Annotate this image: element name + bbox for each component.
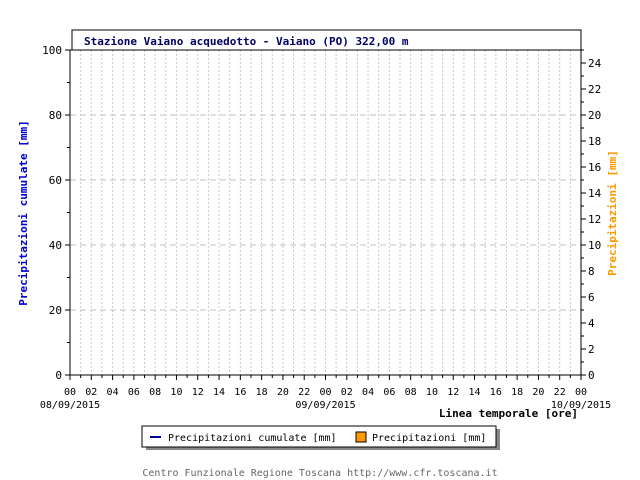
x-hour-label: 22 <box>298 387 310 398</box>
x-hour-label: 10 <box>426 387 438 398</box>
x-axis-title: Linea temporale [ore] <box>439 407 578 420</box>
x-hour-label: 12 <box>192 387 204 398</box>
x-hour-label: 02 <box>341 387 353 398</box>
footer-credit: Centro Funzionale Regione Toscana http:/… <box>142 468 497 479</box>
right-tick-label: 10 <box>588 239 601 252</box>
right-tick-label: 22 <box>588 83 601 96</box>
x-date-label: 09/09/2015 <box>295 400 355 411</box>
left-tick-label: 20 <box>49 304 62 317</box>
x-date-label: 10/09/2015 <box>551 400 611 411</box>
x-hour-label: 08 <box>149 387 161 398</box>
x-hour-label: 16 <box>490 387 502 398</box>
right-tick-label: 18 <box>588 135 601 148</box>
x-hour-label: 12 <box>447 387 459 398</box>
x-hour-label: 08 <box>405 387 417 398</box>
chart-title: Stazione Vaiano acquedotto - Vaiano (PO)… <box>84 35 409 48</box>
x-hour-label: 14 <box>213 387 225 398</box>
x-hour-label: 00 <box>319 387 331 398</box>
right-tick-label: 6 <box>588 291 595 304</box>
x-hour-label: 20 <box>532 387 544 398</box>
legend-bar-swatch <box>355 431 367 443</box>
x-date-label: 08/09/2015 <box>40 400 100 411</box>
right-tick-label: 4 <box>588 317 595 330</box>
left-tick-label: 100 <box>42 44 62 57</box>
x-hour-label: 04 <box>107 387 119 398</box>
left-tick-label: 40 <box>49 239 62 252</box>
x-hour-label: 14 <box>469 387 481 398</box>
x-hour-label: 00 <box>575 387 587 398</box>
right-tick-label: 0 <box>588 369 595 382</box>
x-hour-label: 20 <box>277 387 289 398</box>
legend-box <box>141 425 497 448</box>
left-tick-label: 80 <box>49 109 62 122</box>
legend: Precipitazioni cumulate [mm] Precipitazi… <box>141 425 500 450</box>
left-tick-label: 60 <box>49 174 62 187</box>
right-tick-label: 8 <box>588 265 595 278</box>
x-hour-label: 06 <box>383 387 395 398</box>
legend-hourly-label: Precipitazioni [mm] <box>372 433 486 444</box>
left-tick-label: 0 <box>55 369 62 382</box>
x-hour-label: 18 <box>256 387 268 398</box>
x-hour-label: 22 <box>554 387 566 398</box>
x-hour-label: 18 <box>511 387 523 398</box>
x-hour-label: 16 <box>234 387 246 398</box>
x-hour-label: 06 <box>128 387 140 398</box>
x-hour-label: 10 <box>170 387 182 398</box>
x-hour-label: 04 <box>362 387 374 398</box>
right-tick-label: 16 <box>588 161 601 174</box>
legend-cumulate-label: Precipitazioni cumulate [mm] <box>168 433 337 444</box>
right-tick-label: 20 <box>588 109 601 122</box>
right-axis-title: Precipitazioni [mm] <box>606 150 619 276</box>
right-tick-label: 14 <box>588 187 602 200</box>
right-tick-label: 2 <box>588 343 595 356</box>
right-tick-label: 24 <box>588 57 602 70</box>
x-hour-label: 02 <box>85 387 97 398</box>
left-axis-title: Precipitazioni cumulate [mm] <box>17 120 30 305</box>
right-tick-label: 12 <box>588 213 601 226</box>
x-hour-label: 00 <box>64 387 76 398</box>
